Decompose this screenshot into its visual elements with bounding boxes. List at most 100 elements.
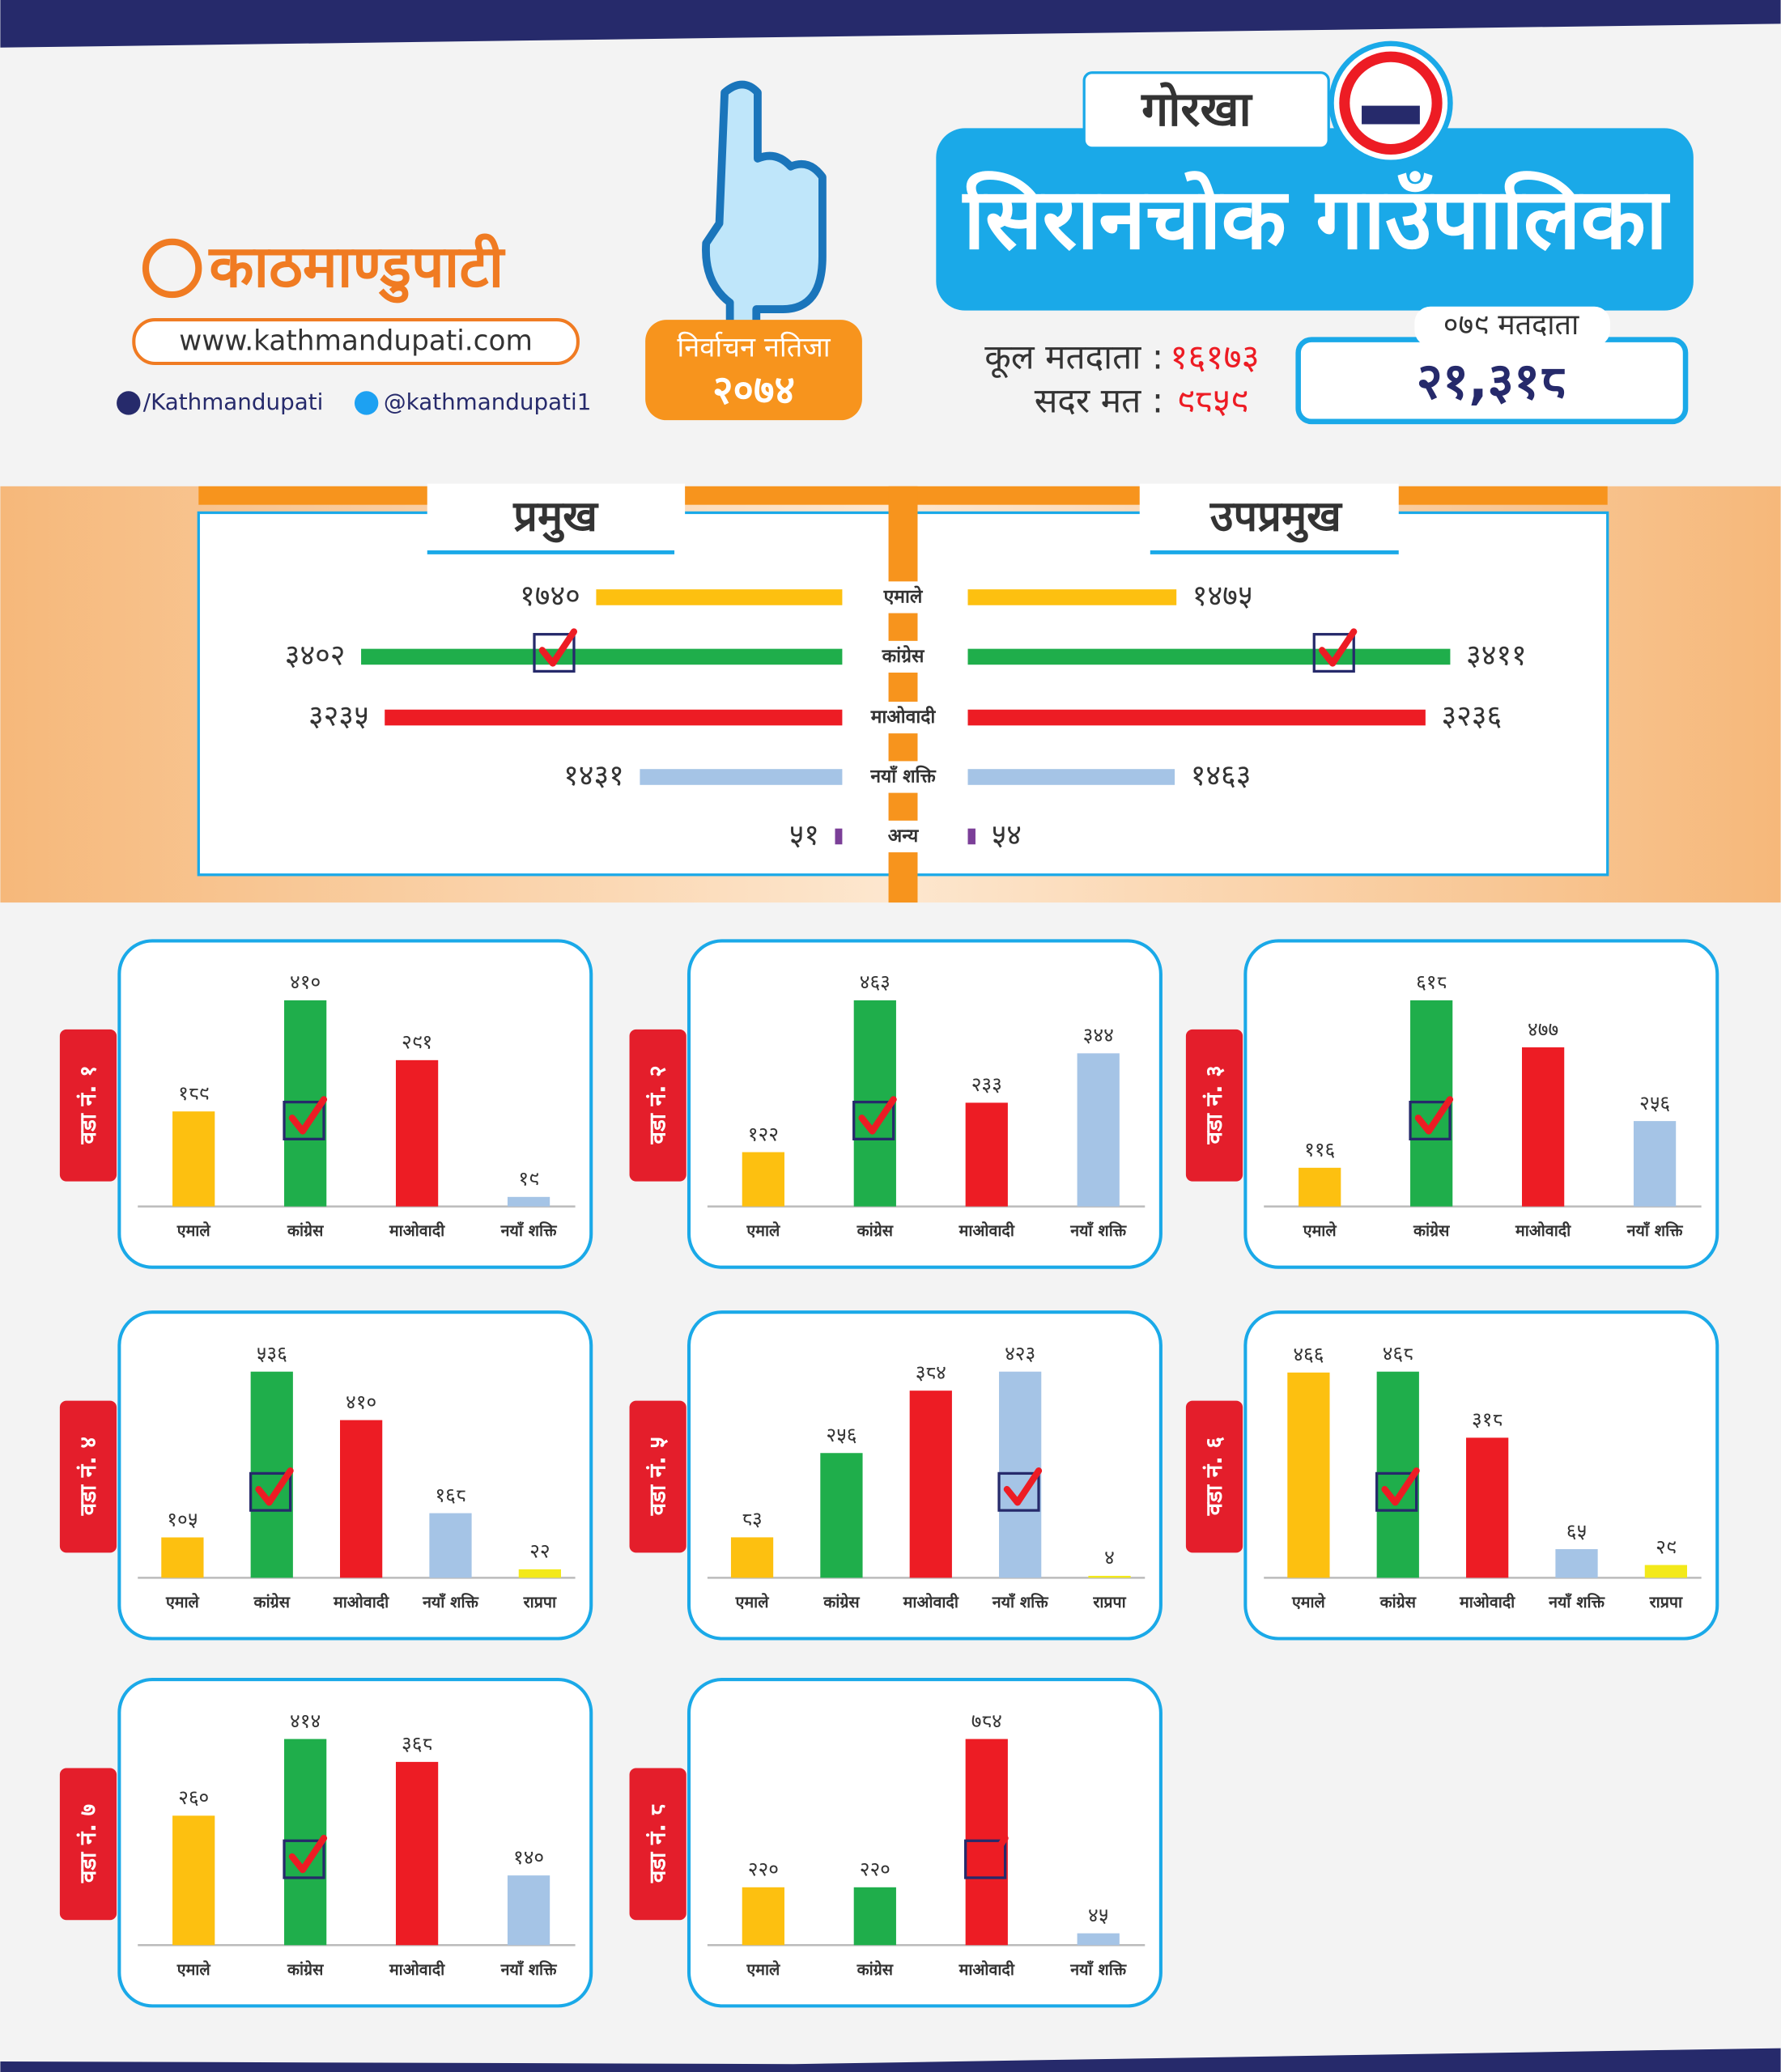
category-label: माओवादी: [870, 706, 937, 728]
badge-year: २०७४: [712, 367, 795, 413]
category-label: माओवादी: [1459, 1593, 1515, 1611]
category-label: माओवादी: [389, 1960, 445, 1979]
value-label: २२०: [748, 1858, 779, 1881]
charts: प्रमुख उपप्रमुख एमाले १७४० १४७५ कांग्रेस ३४०२ ३…: [59, 493, 1719, 2008]
value-label: ४६३: [860, 970, 890, 994]
ward-tab: [59, 1768, 117, 1921]
bar: [361, 648, 843, 665]
category-label: कांग्रेस: [1413, 1221, 1450, 1240]
value-label: ५३६: [257, 1341, 287, 1365]
ward-title: वडा नं. ६: [1201, 1437, 1227, 1516]
value-label: १७४०: [520, 580, 580, 613]
value-label: २९: [1656, 1535, 1676, 1558]
value-label: ४१०: [290, 970, 321, 994]
ward-tab: [629, 1029, 686, 1182]
value-label: ५१: [789, 818, 819, 851]
category-label: कांग्रेस: [253, 1593, 291, 1611]
bar: [1299, 1167, 1341, 1207]
category-label: माओवादी: [1515, 1221, 1571, 1240]
value-label: ४६६: [1293, 1343, 1324, 1366]
bar: [385, 709, 843, 726]
bar: [967, 589, 1177, 605]
value-label: ३२३५: [308, 700, 369, 733]
winner-check-box: [283, 1839, 325, 1879]
heading-box-right: [1139, 483, 1399, 553]
badge-title: निर्वाचन नतिजा: [677, 332, 831, 364]
category-label: एमाले: [1291, 1593, 1326, 1611]
bar: [835, 828, 843, 845]
ward-card: [686, 939, 1163, 1269]
category-label: कांग्रेस: [856, 1221, 894, 1240]
valid-votes-label: सदर मत :: [1035, 381, 1163, 421]
top-stripe: [0, 0, 1781, 48]
ward-title: वडा नं. १: [74, 1065, 101, 1144]
ward-title: वडा नं. २: [644, 1065, 670, 1144]
category-label: नयाँ शक्ति: [1069, 1960, 1127, 1979]
ward-card: [117, 1678, 593, 2008]
bar: [967, 648, 1451, 665]
winner-check: [288, 1096, 328, 1135]
bar: [967, 709, 1426, 726]
website-pill: [132, 318, 580, 366]
district-box: [1082, 71, 1330, 150]
bar: [1466, 1437, 1509, 1578]
winner-check: [970, 1834, 1009, 1874]
bar: [967, 828, 976, 845]
bar: [1522, 1047, 1565, 1207]
ward-tab: [1185, 1400, 1243, 1553]
bar: [161, 1537, 204, 1578]
value-label: १४०: [513, 1845, 544, 1869]
category-label: राप्रपा: [1092, 1593, 1126, 1611]
bar: [965, 1102, 1008, 1207]
value-label: ४७७: [1528, 1017, 1558, 1041]
value-label: ८३: [742, 1507, 762, 1531]
category-bg: [846, 581, 963, 614]
ward-tab: [629, 1768, 686, 1921]
bar: [1088, 1575, 1131, 1578]
category-label: नयाँ शक्ति: [869, 765, 936, 787]
category-label: नयाँ शक्ति: [500, 1960, 558, 1979]
winner-check: [1003, 1467, 1043, 1506]
value-label: १९: [518, 1167, 538, 1191]
category-label: अन्य: [888, 826, 919, 847]
value-label: ३८४: [916, 1361, 946, 1384]
bar: [518, 1569, 561, 1578]
ward-title: वडा नं. ४: [74, 1437, 101, 1516]
value-label: ४: [1104, 1546, 1115, 1569]
value-label: ३४४: [1083, 1023, 1114, 1047]
winner-check: [1414, 1096, 1454, 1135]
district: गोरखा: [1141, 81, 1252, 137]
value-label: ४५: [1088, 1903, 1108, 1926]
category-label: माओवादी: [333, 1593, 389, 1611]
value-label: ५४: [992, 818, 1022, 851]
bar: [596, 589, 843, 605]
value-label: ३६८: [402, 1732, 432, 1756]
ward-title: वडा नं. ७: [74, 1804, 101, 1883]
value-label: २५६: [1639, 1091, 1670, 1115]
value-label: २२०: [860, 1858, 890, 1881]
value-label: १०५: [167, 1507, 198, 1531]
value-label: १४३१: [563, 759, 624, 792]
category-label: माओवादी: [959, 1960, 1015, 1979]
series-heading: उपप्रमुख: [1209, 493, 1343, 543]
ward-tab: [1185, 1029, 1243, 1182]
bar: [742, 1152, 784, 1207]
bar: [1555, 1549, 1598, 1578]
value-label: २५६: [826, 1423, 856, 1446]
ward-card: [1243, 939, 1719, 1269]
category-label: कांग्रेस: [856, 1960, 894, 1979]
category-label: एमाले: [746, 1221, 780, 1240]
winner-check-box: [997, 1471, 1040, 1512]
winner-check: [288, 1834, 328, 1874]
value-label: ६१८: [1416, 970, 1447, 994]
value-label: ३२३६: [1441, 700, 1502, 733]
bar: [820, 1453, 863, 1578]
bar: [730, 1537, 774, 1578]
value-label: २३३: [971, 1072, 1002, 1096]
winner-check: [538, 628, 578, 667]
category-label: कांग्रेस: [287, 1960, 324, 1979]
category-bg: [846, 701, 963, 734]
category-label: एमाले: [883, 585, 924, 607]
category-label: कांग्रेस: [822, 1593, 860, 1611]
